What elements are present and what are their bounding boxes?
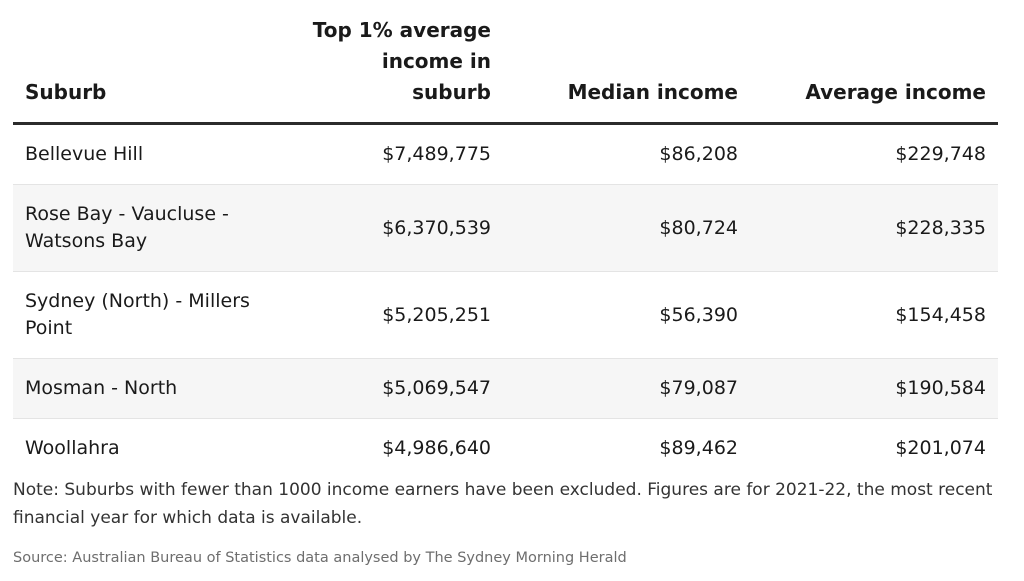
- cell-top-1-percent-income: $5,205,251: [293, 271, 503, 359]
- cell-average-income: $228,335: [750, 184, 998, 272]
- income-table: Suburb Top 1% average income in suburb M…: [13, 0, 998, 478]
- column-header-top-1-percent-income: Top 1% average income in suburb: [293, 0, 503, 125]
- column-header-median-income: Median income: [503, 0, 750, 125]
- table-note: Note: Suburbs with fewer than 1000 incom…: [13, 480, 993, 528]
- income-table-container: Suburb Top 1% average income in suburb M…: [13, 0, 998, 478]
- cell-average-income: $154,458: [750, 271, 998, 359]
- column-header-average-income: Average income: [750, 0, 998, 125]
- cell-suburb: Rose Bay - Vaucluse - Watsons Bay: [13, 184, 293, 272]
- header-row: Suburb Top 1% average income in suburb M…: [13, 0, 998, 125]
- cell-top-1-percent-income: $5,069,547: [293, 358, 503, 419]
- cell-median-income: $86,208: [503, 123, 750, 185]
- cell-suburb: Sydney (North) - Millers Point: [13, 271, 293, 359]
- cell-top-1-percent-income: $4,986,640: [382, 437, 491, 459]
- cell-average-income: $201,074: [895, 437, 986, 459]
- table-body: Bellevue Hill $7,489,775 $86,208 $229,74…: [13, 123, 998, 479]
- cell-median-income: $79,087: [503, 358, 750, 419]
- cell-top-1-percent-income: $7,489,775: [293, 123, 503, 185]
- table-row: Mosman - North $5,069,547 $79,087 $190,5…: [13, 358, 998, 419]
- table-row: Bellevue Hill $7,489,775 $86,208 $229,74…: [13, 123, 998, 185]
- table-row: Woollahra $4,986,640 $89,462 $201,074: [13, 419, 998, 479]
- cell-average-income: $229,748: [750, 123, 998, 185]
- cell-median-income: $80,724: [503, 184, 750, 272]
- table-header: Suburb Top 1% average income in suburb M…: [13, 0, 998, 125]
- cell-suburb: Mosman - North: [13, 358, 293, 419]
- column-header-suburb: Suburb: [13, 0, 293, 125]
- cell-average-income: $190,584: [750, 358, 998, 419]
- table-row: Rose Bay - Vaucluse - Watsons Bay $6,370…: [13, 184, 998, 272]
- cell-median-income: $56,390: [503, 271, 750, 359]
- table-row: Sydney (North) - Millers Point $5,205,25…: [13, 271, 998, 359]
- source-credit: Source: Australian Bureau of Statistics …: [13, 550, 627, 566]
- cell-suburb: Woollahra: [25, 437, 120, 459]
- cell-median-income: $89,462: [659, 437, 738, 459]
- cell-top-1-percent-income: $6,370,539: [293, 184, 503, 272]
- cell-suburb: Bellevue Hill: [13, 123, 293, 185]
